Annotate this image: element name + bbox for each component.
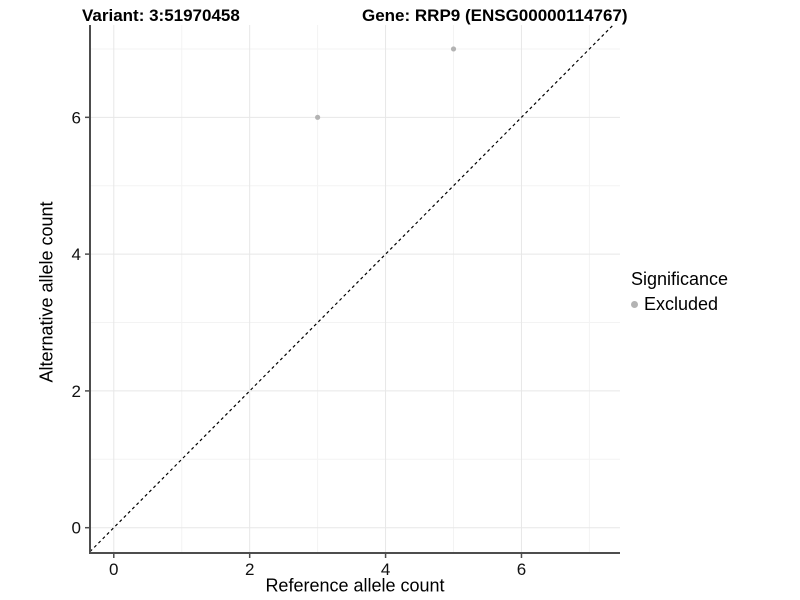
legend: Significance Excluded <box>631 269 728 315</box>
data-point <box>315 114 321 120</box>
identity-line <box>89 24 614 553</box>
y-tick-label: 4 <box>72 245 81 264</box>
x-tick-label: 4 <box>381 560 390 579</box>
data-point <box>450 46 457 52</box>
gene-title: Gene: RRP9 (ENSG00000114767) <box>362 6 628 25</box>
x-tick-label: 6 <box>517 560 526 579</box>
legend-item-excluded: Excluded <box>631 294 728 315</box>
legend-title: Significance <box>631 269 729 289</box>
legend-item-label: Excluded <box>644 294 719 314</box>
x-axis-title: Reference allele count <box>265 575 445 596</box>
legend-marker-dot-icon <box>631 301 638 308</box>
x-tick-label: 2 <box>245 560 254 579</box>
y-axis-title: Alternative allele count <box>36 201 57 383</box>
y-tick-label: 2 <box>72 382 81 401</box>
y-tick-label: 6 <box>72 108 81 127</box>
variant-title: Variant: 3:51970458 <box>82 6 240 25</box>
x-tick-label: 0 <box>109 560 118 579</box>
y-tick-label: 0 <box>72 519 81 538</box>
